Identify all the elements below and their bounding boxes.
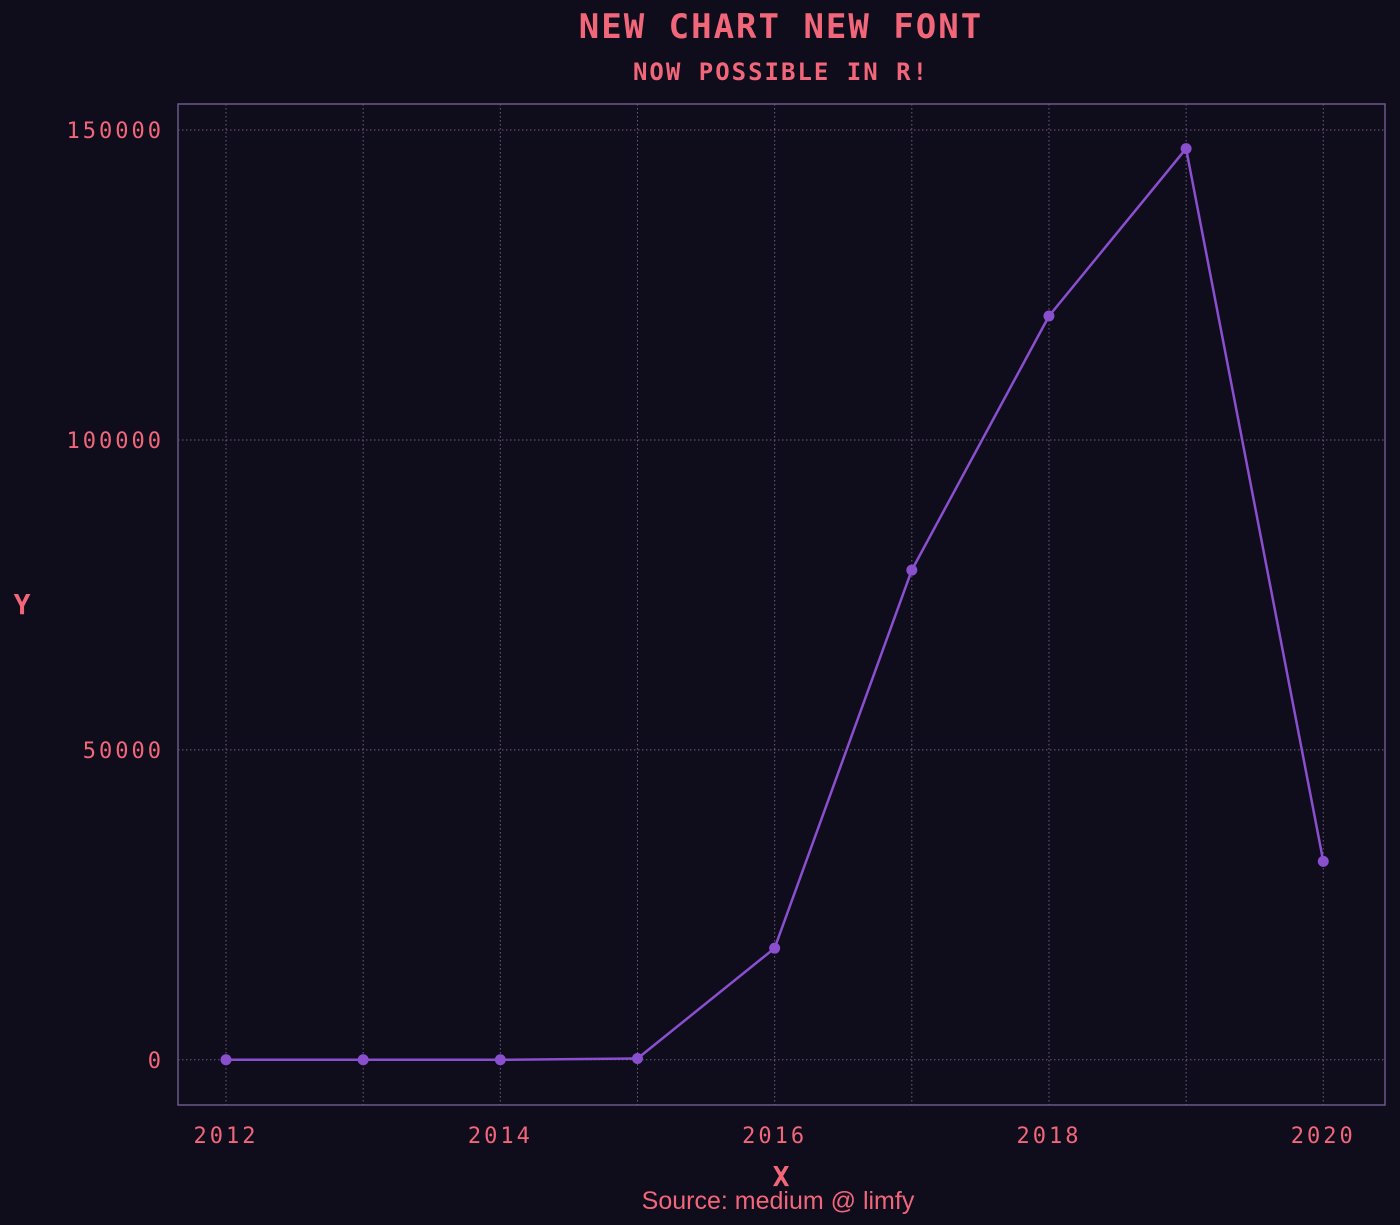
y-tick-label: 50000 (83, 739, 164, 764)
x-axis-title: X (773, 1160, 790, 1193)
x-tick-label: 2018 (1016, 1124, 1081, 1149)
x-tick-label: 2014 (468, 1124, 533, 1149)
data-point (906, 564, 918, 576)
chart-subtitle: NOW POSSIBLE IN R! (633, 58, 929, 86)
series-layer (220, 143, 1329, 1066)
y-tick-label: 100000 (67, 429, 164, 454)
data-point (1317, 855, 1329, 867)
y-axis-title: Y (14, 588, 31, 621)
chart-caption: Source: medium @ limfy (642, 1187, 915, 1215)
tick-labels: 0 50000 100000 150000 2012 2014 2016 2018 2020 (67, 119, 1356, 1149)
data-point (1180, 143, 1192, 155)
data-point (220, 1054, 232, 1066)
x-tick-label: 2016 (742, 1124, 807, 1149)
x-tick-label: 2012 (194, 1124, 259, 1149)
x-tick-label: 2020 (1291, 1124, 1356, 1149)
chart-title: NEW CHART NEW FONT (579, 7, 983, 47)
y-tick-label: 150000 (67, 119, 164, 144)
gridlines (178, 104, 1385, 1105)
plot-panel-border (177, 103, 1386, 1106)
y-tick-label: 0 (148, 1049, 164, 1074)
data-point (769, 942, 781, 954)
data-point (357, 1054, 369, 1066)
data-point (631, 1053, 643, 1065)
data-point (1043, 310, 1055, 322)
data-point (494, 1054, 506, 1066)
